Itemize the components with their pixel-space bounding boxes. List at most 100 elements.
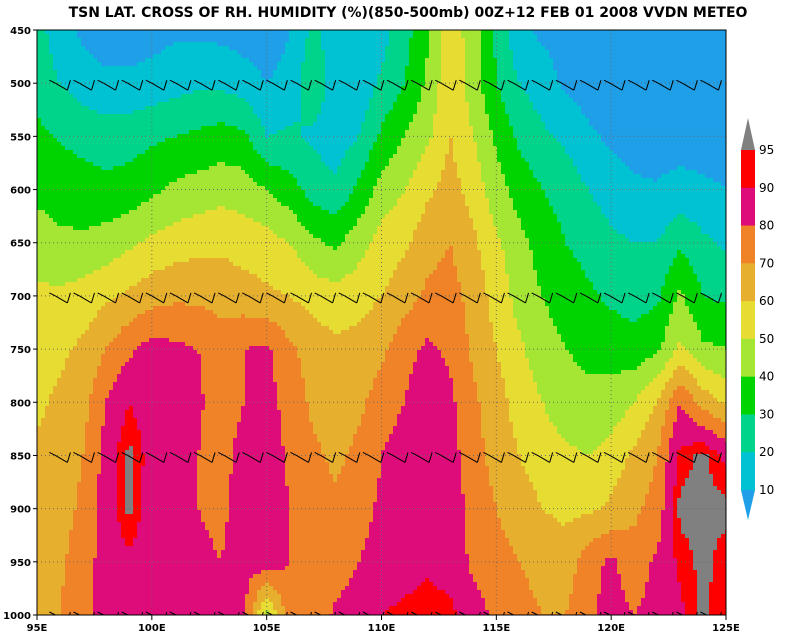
rh-cell: [37, 138, 42, 143]
rh-cell: [697, 94, 702, 99]
rh-cell: [585, 78, 590, 83]
rh-cell: [589, 122, 594, 127]
rh-cell: [77, 138, 82, 143]
rh-cell: [673, 114, 678, 119]
rh-cell: [449, 94, 454, 99]
rh-cell: [437, 42, 442, 47]
rh-cell: [537, 118, 542, 123]
rh-cell: [425, 94, 430, 99]
rh-cell: [121, 118, 126, 123]
rh-cell: [473, 90, 478, 95]
rh-cell: [505, 30, 510, 35]
rh-cell: [445, 42, 450, 47]
rh-cell: [97, 86, 102, 91]
rh-cell: [493, 102, 498, 107]
rh-cell: [605, 74, 610, 79]
rh-cell: [657, 66, 662, 71]
rh-cell: [409, 126, 414, 131]
rh-cell: [345, 138, 350, 143]
rh-cell: [301, 118, 306, 123]
rh-cell: [561, 130, 566, 135]
rh-cell: [613, 126, 618, 131]
rh-cell: [561, 78, 566, 83]
rh-cell: [321, 74, 326, 79]
rh-cell: [641, 134, 646, 139]
rh-cell: [701, 58, 706, 63]
rh-cell: [669, 114, 674, 119]
rh-cell: [241, 42, 246, 47]
rh-cell: [265, 54, 270, 59]
rh-cell: [261, 30, 266, 35]
rh-cell: [409, 98, 414, 103]
rh-cell: [617, 122, 622, 127]
rh-cell: [481, 94, 486, 99]
rh-cell: [565, 94, 570, 99]
rh-cell: [41, 130, 46, 135]
rh-cell: [329, 66, 334, 71]
rh-cell: [353, 86, 358, 91]
rh-cell: [245, 66, 250, 71]
rh-cell: [289, 134, 294, 139]
rh-cell: [149, 78, 154, 83]
rh-cell: [685, 46, 690, 51]
rh-cell: [489, 94, 494, 99]
rh-cell: [653, 74, 658, 79]
rh-cell: [193, 130, 198, 135]
rh-cell: [205, 114, 210, 119]
rh-cell: [621, 102, 626, 107]
rh-cell: [225, 126, 230, 131]
rh-cell: [685, 42, 690, 47]
rh-cell: [285, 110, 290, 115]
rh-cell: [161, 90, 166, 95]
rh-cell: [621, 90, 626, 95]
rh-cell: [437, 78, 442, 83]
rh-cell: [641, 98, 646, 103]
rh-cell: [597, 110, 602, 115]
rh-cell: [609, 66, 614, 71]
rh-cell: [553, 130, 558, 135]
rh-cell: [389, 98, 394, 103]
rh-cell: [197, 118, 202, 123]
rh-cell: [209, 122, 214, 127]
rh-cell: [669, 30, 674, 35]
rh-cell: [569, 106, 574, 111]
rh-cell: [129, 102, 134, 107]
rh-cell: [57, 126, 62, 131]
rh-cell: [341, 110, 346, 115]
rh-cell: [121, 94, 126, 99]
rh-cell: [497, 70, 502, 75]
rh-cell: [277, 38, 282, 43]
rh-cell: [673, 30, 678, 35]
rh-cell: [421, 86, 426, 91]
rh-cell: [489, 138, 494, 143]
rh-cell: [57, 54, 62, 59]
rh-cell: [581, 90, 586, 95]
rh-cell: [133, 46, 138, 51]
rh-cell: [393, 78, 398, 83]
rh-cell: [45, 126, 50, 131]
rh-cell: [313, 82, 318, 87]
rh-cell: [389, 106, 394, 111]
rh-cell: [165, 138, 170, 143]
rh-cell: [277, 90, 282, 95]
rh-cell: [617, 66, 622, 71]
rh-cell: [273, 86, 278, 91]
rh-cell: [621, 70, 626, 75]
rh-cell: [89, 70, 94, 75]
rh-cell: [705, 110, 710, 115]
rh-cell: [645, 98, 650, 103]
rh-cell: [141, 58, 146, 63]
rh-cell: [689, 66, 694, 71]
rh-cell: [521, 34, 526, 39]
rh-cell: [341, 70, 346, 75]
rh-cell: [85, 106, 90, 111]
rh-filled-contours: [37, 30, 726, 615]
rh-cell: [633, 30, 638, 35]
rh-cell: [209, 70, 214, 75]
rh-cell: [373, 94, 378, 99]
rh-cell: [49, 114, 54, 119]
rh-cell: [413, 130, 418, 135]
rh-cell: [321, 70, 326, 75]
rh-cell: [537, 126, 542, 131]
rh-cell: [681, 34, 686, 39]
